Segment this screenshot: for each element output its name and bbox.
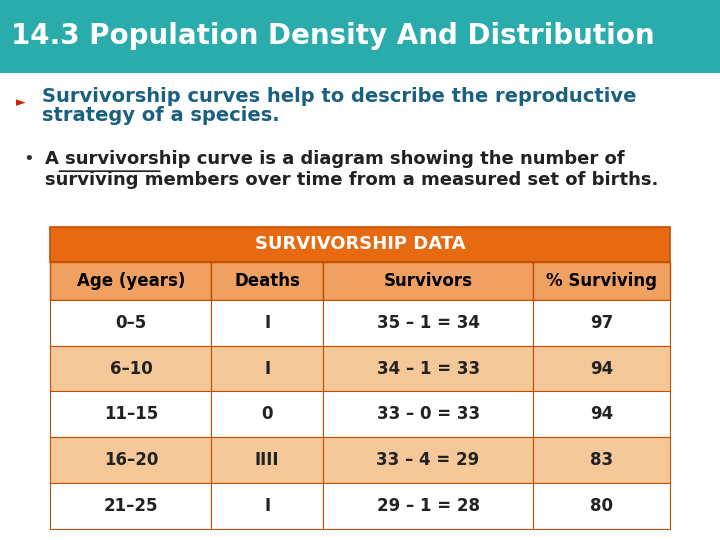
FancyBboxPatch shape [212, 346, 323, 392]
FancyBboxPatch shape [50, 262, 212, 300]
FancyBboxPatch shape [534, 262, 670, 300]
Text: strategy of a species.: strategy of a species. [42, 106, 279, 125]
FancyBboxPatch shape [50, 483, 212, 529]
FancyBboxPatch shape [212, 483, 323, 529]
Text: I: I [264, 497, 270, 515]
Text: 6–10: 6–10 [109, 360, 152, 377]
Text: SURVIVORSHIP DATA: SURVIVORSHIP DATA [255, 235, 465, 253]
FancyBboxPatch shape [534, 483, 670, 529]
Text: 14.3 Population Density And Distribution: 14.3 Population Density And Distribution [11, 23, 654, 50]
FancyBboxPatch shape [534, 392, 670, 437]
Text: 83: 83 [590, 451, 613, 469]
FancyBboxPatch shape [323, 437, 534, 483]
Text: Age (years): Age (years) [77, 272, 185, 290]
Text: 11–15: 11–15 [104, 406, 158, 423]
FancyBboxPatch shape [534, 346, 670, 392]
Text: Survivors: Survivors [384, 272, 472, 290]
FancyBboxPatch shape [212, 262, 323, 300]
Text: % Surviving: % Surviving [546, 272, 657, 290]
Text: 35 – 1 = 34: 35 – 1 = 34 [377, 314, 480, 332]
FancyBboxPatch shape [534, 300, 670, 346]
Text: 16–20: 16–20 [104, 451, 158, 469]
Text: ►: ► [16, 96, 25, 109]
FancyBboxPatch shape [50, 300, 212, 346]
Text: 94: 94 [590, 406, 613, 423]
Text: 0–5: 0–5 [115, 314, 147, 332]
Text: •: • [23, 150, 34, 168]
Text: surviving members over time from a measured set of births.: surviving members over time from a measu… [45, 171, 658, 189]
FancyBboxPatch shape [323, 483, 534, 529]
Text: Deaths: Deaths [234, 272, 300, 290]
FancyBboxPatch shape [323, 392, 534, 437]
FancyBboxPatch shape [212, 392, 323, 437]
Text: A survivorship curve is a diagram showing the number of: A survivorship curve is a diagram showin… [45, 150, 624, 168]
Text: I: I [264, 314, 270, 332]
Text: 33 – 4 = 29: 33 – 4 = 29 [377, 451, 480, 469]
Text: 33 – 0 = 33: 33 – 0 = 33 [377, 406, 480, 423]
FancyBboxPatch shape [50, 437, 212, 483]
FancyBboxPatch shape [50, 227, 670, 262]
Text: IIII: IIII [255, 451, 279, 469]
FancyBboxPatch shape [212, 300, 323, 346]
FancyBboxPatch shape [323, 300, 534, 346]
FancyBboxPatch shape [50, 392, 212, 437]
FancyBboxPatch shape [50, 346, 212, 392]
Text: 21–25: 21–25 [104, 497, 158, 515]
Text: 0: 0 [261, 406, 273, 423]
FancyBboxPatch shape [212, 437, 323, 483]
Text: 94: 94 [590, 360, 613, 377]
Text: 29 – 1 = 28: 29 – 1 = 28 [377, 497, 480, 515]
FancyBboxPatch shape [323, 346, 534, 392]
Text: 97: 97 [590, 314, 613, 332]
FancyBboxPatch shape [534, 437, 670, 483]
FancyBboxPatch shape [0, 0, 720, 73]
FancyBboxPatch shape [323, 262, 534, 300]
Text: 34 – 1 = 33: 34 – 1 = 33 [377, 360, 480, 377]
Text: 80: 80 [590, 497, 613, 515]
Text: Survivorship curves help to describe the reproductive: Survivorship curves help to describe the… [42, 86, 636, 106]
Text: I: I [264, 360, 270, 377]
